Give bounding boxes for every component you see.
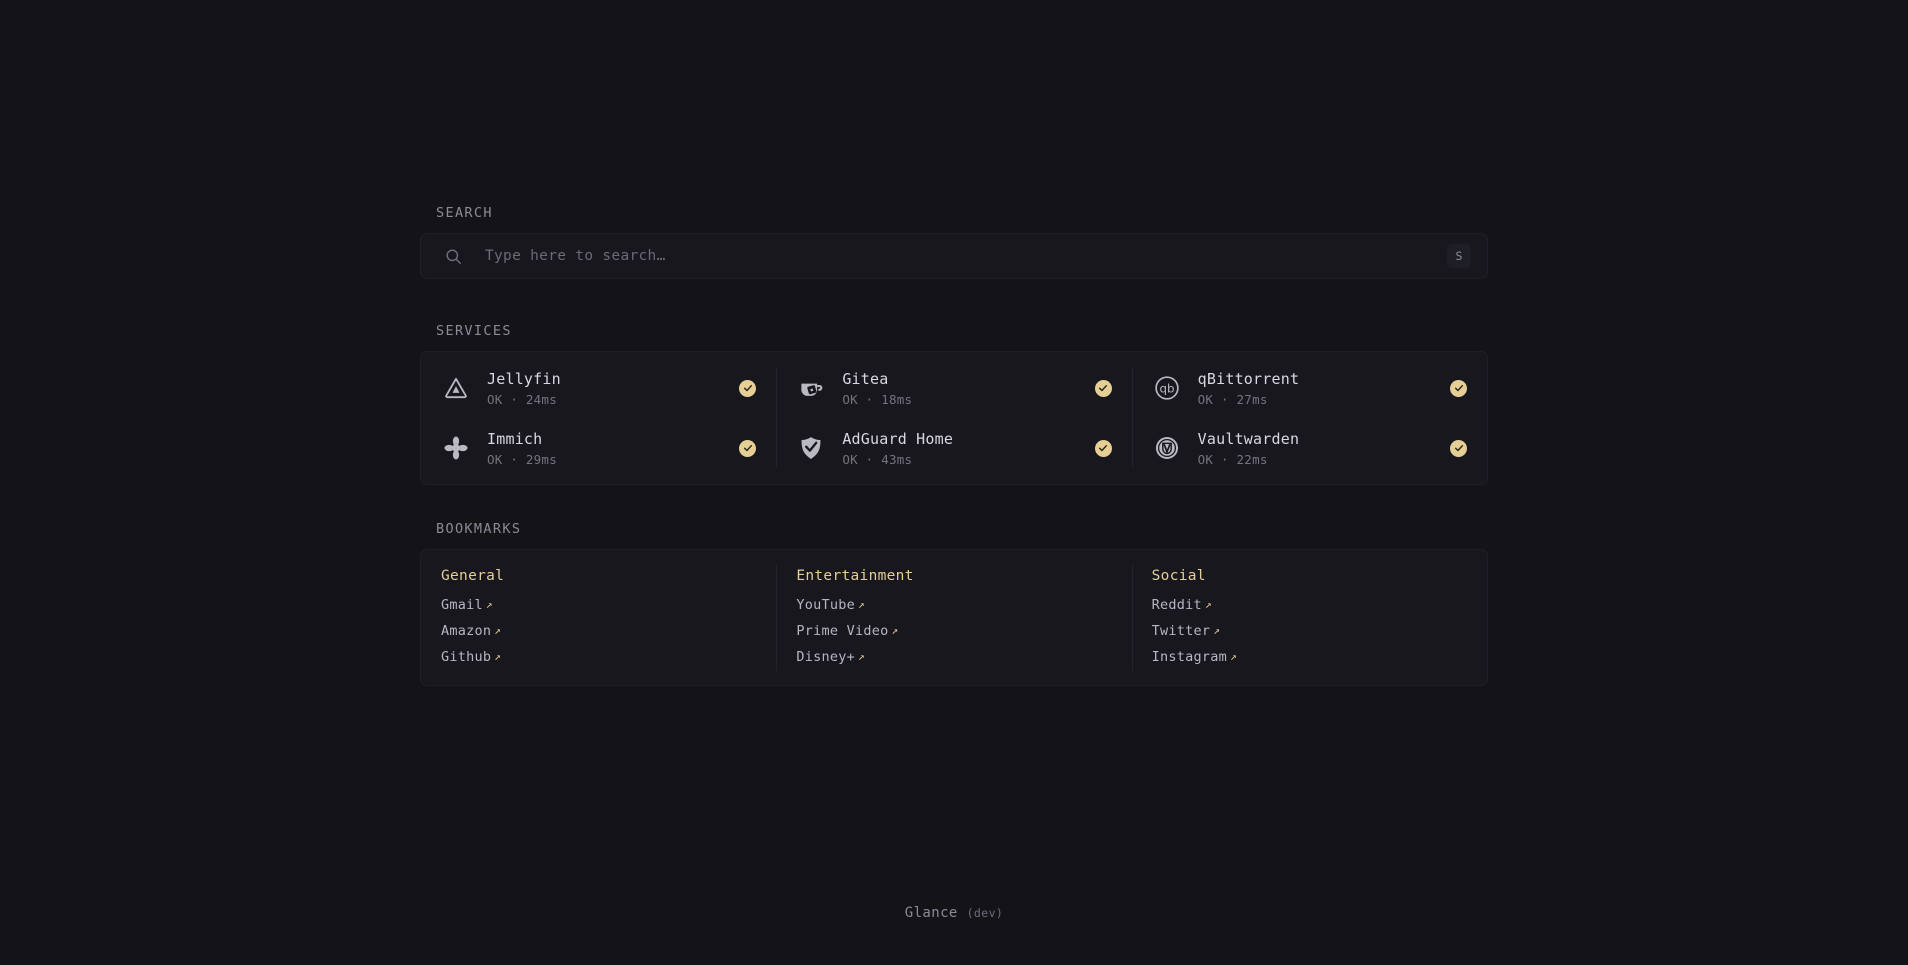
bookmark-link[interactable]: Github ↗ [441, 649, 756, 665]
service-meta: OK · 24ms [487, 391, 557, 407]
bookmark-link-label: Gmail [441, 597, 483, 613]
qbittorrent-icon: qb [1152, 373, 1182, 403]
services-section: SERVICES Jellyfin OK · 24ms [420, 323, 1488, 485]
external-link-arrow-icon: ↗ [494, 650, 502, 663]
bookmark-group: Social Reddit ↗ Twitter ↗ Instagram ↗ [1131, 564, 1487, 671]
bookmark-link-label: Instagram [1151, 649, 1228, 665]
check-circle-icon [1450, 439, 1467, 457]
bookmark-link[interactable]: YouTube ↗ [796, 597, 1111, 613]
svg-text:qb: qb [1159, 382, 1174, 396]
service-text: Vaultwarden OK · 22ms [1198, 429, 1450, 467]
bookmark-link-label: Twitter [1151, 623, 1211, 639]
jellyfin-icon [441, 373, 471, 403]
service-text: qBittorrent OK · 27ms [1198, 369, 1450, 407]
footer-version: (dev) [966, 906, 1004, 920]
service-row[interactable]: qb qBittorrent OK · 27ms [1132, 358, 1487, 418]
service-meta: OK · 27ms [1197, 391, 1268, 407]
service-name: Gitea [842, 370, 889, 389]
vaultwarden-icon [1152, 433, 1182, 463]
search-section-label: SEARCH [436, 205, 493, 221]
bookmark-link[interactable]: Disney+ ↗ [796, 649, 1111, 665]
footer-app-name: Glance [904, 905, 958, 921]
bookmark-link-label: Github [441, 649, 492, 665]
search-shortcut-badge: S [1447, 244, 1471, 268]
external-link-arrow-icon: ↗ [857, 598, 865, 611]
services-section-label: SERVICES [436, 323, 512, 339]
search-input[interactable] [485, 248, 1447, 264]
bookmark-link-label: Amazon [441, 623, 492, 639]
external-link-arrow-icon: ↗ [891, 624, 899, 637]
external-link-arrow-icon: ↗ [494, 624, 502, 637]
service-row[interactable]: Immich OK · 29ms [421, 418, 776, 478]
bookmarks-section: BOOKMARKS General Gmail ↗ Amazon ↗ Github ↗… [420, 521, 1488, 686]
external-link-arrow-icon: ↗ [485, 598, 493, 611]
service-meta: OK · 43ms [842, 451, 913, 467]
bookmark-link[interactable]: Instagram ↗ [1152, 649, 1467, 665]
service-text: Immich OK · 29ms [487, 429, 739, 467]
content-container: SEARCH S SERVICES [420, 0, 1488, 965]
service-name: Jellyfin [487, 370, 561, 389]
check-circle-icon [739, 439, 757, 457]
service-row[interactable]: Vaultwarden OK · 22ms [1132, 418, 1487, 478]
bookmark-group: General Gmail ↗ Amazon ↗ Github ↗ [421, 568, 776, 665]
bookmark-group-title: Entertainment [796, 568, 914, 584]
search-section: SEARCH S [420, 205, 1488, 279]
service-meta: OK · 22ms [1197, 451, 1268, 467]
bookmark-link-label: YouTube [796, 597, 855, 613]
external-link-arrow-icon: ↗ [1230, 650, 1237, 663]
external-link-arrow-icon: ↗ [1204, 598, 1212, 611]
service-text: Jellyfin OK · 24ms [487, 369, 739, 407]
bookmark-group: Entertainment YouTube ↗ Prime Video ↗ Disn… [776, 564, 1131, 671]
check-circle-icon [1094, 439, 1112, 457]
bookmark-link-label: Reddit [1151, 597, 1202, 613]
bookmarks-section-label: BOOKMARKS [436, 521, 522, 537]
bookmark-link[interactable]: Prime Video ↗ [796, 623, 1111, 639]
bookmarks-card: General Gmail ↗ Amazon ↗ Github ↗ Entertain… [420, 549, 1488, 686]
search-card[interactable]: S [420, 233, 1488, 279]
services-card: Jellyfin OK · 24ms [420, 351, 1488, 485]
check-circle-icon [739, 379, 757, 397]
check-circle-icon [1094, 379, 1112, 397]
service-meta: OK · 18ms [842, 391, 913, 407]
services-column: Jellyfin OK · 24ms [421, 358, 776, 478]
services-column: qb qBittorrent OK · 27ms [1131, 358, 1487, 478]
bookmark-link[interactable]: Twitter ↗ [1152, 623, 1467, 639]
service-name: Vaultwarden [1197, 430, 1300, 449]
service-name: AdGuard Home [842, 430, 954, 449]
external-link-arrow-icon: ↗ [1213, 624, 1221, 637]
service-name: Immich [487, 430, 543, 449]
bookmark-link[interactable]: Reddit ↗ [1152, 597, 1467, 613]
bookmark-group-title: Social [1151, 568, 1206, 584]
bookmark-group-title: General [441, 568, 505, 584]
adguard-icon [796, 433, 826, 463]
bookmark-link[interactable]: Gmail ↗ [441, 597, 756, 613]
external-link-arrow-icon: ↗ [857, 650, 865, 663]
gitea-icon [796, 373, 826, 403]
bookmark-link[interactable]: Amazon ↗ [441, 623, 756, 639]
immich-icon [441, 433, 471, 463]
service-row[interactable]: Gitea OK · 18ms [776, 358, 1131, 418]
service-text: AdGuard Home OK · 43ms [842, 429, 1094, 467]
service-row[interactable]: Jellyfin OK · 24ms [421, 358, 776, 418]
bookmark-link-label: Prime Video [796, 623, 889, 639]
service-name: qBittorrent [1197, 370, 1300, 389]
service-meta: OK · 29ms [487, 451, 557, 467]
page-footer: Glance (dev) [420, 905, 1488, 921]
service-row[interactable]: AdGuard Home OK · 43ms [776, 418, 1131, 478]
search-icon [443, 246, 463, 266]
services-column: Gitea OK · 18ms [776, 358, 1131, 478]
check-circle-icon [1450, 379, 1467, 397]
service-text: Gitea OK · 18ms [842, 369, 1094, 407]
bookmark-link-label: Disney+ [796, 649, 855, 665]
